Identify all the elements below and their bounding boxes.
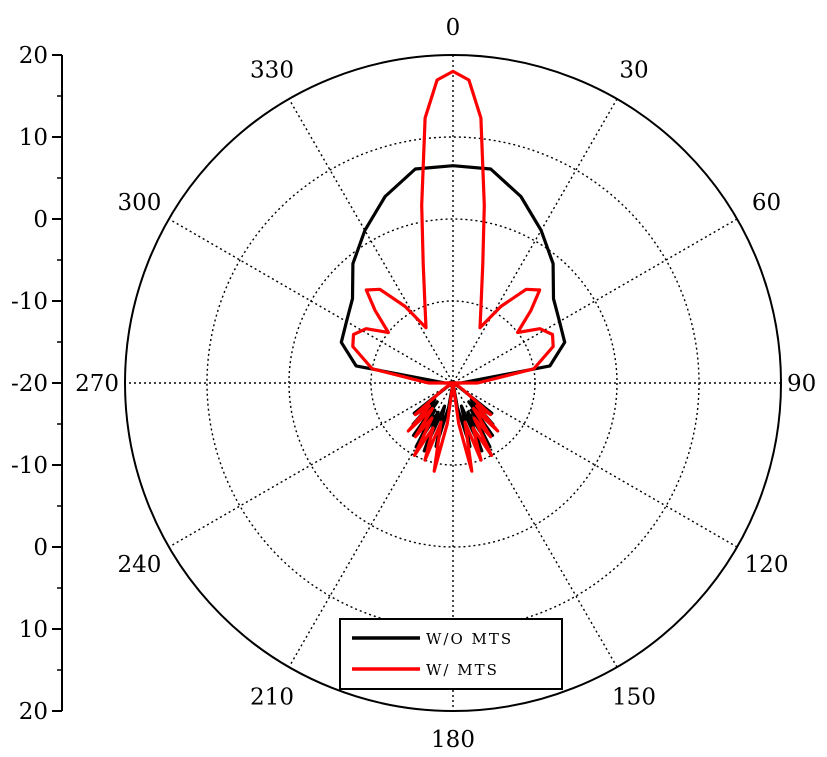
- grid-spoke-5: [288, 98, 618, 668]
- legend-box: [339, 618, 563, 690]
- grid-spoke-4: [168, 218, 738, 548]
- series-line-1: [351, 69, 555, 473]
- legend: W/O MTS W/ MTS: [339, 618, 563, 690]
- radial-tick-label: -10: [11, 453, 48, 479]
- radial-axis: 20 10 0 -10 -20 -10 0 10 20: [11, 43, 63, 725]
- radial-tick-label: 10: [19, 617, 48, 643]
- radial-tick-label: 0: [33, 207, 48, 233]
- angle-tick-labels: 0 30 60 90 120 150 180 210 240 270 300 330: [75, 15, 816, 753]
- angle-tick-label: 60: [752, 190, 781, 216]
- angle-tick-label: 30: [619, 57, 648, 83]
- legend-label-0: W/O MTS: [426, 630, 513, 648]
- series-layer: [339, 69, 567, 473]
- angle-tick-label: 240: [118, 552, 162, 578]
- radial-tick-label: 0: [33, 535, 48, 561]
- series-line-0: [339, 164, 567, 453]
- grid-spoke-2: [168, 218, 738, 548]
- angle-tick-label: 0: [446, 15, 461, 41]
- polar-grid: [124, 54, 782, 712]
- outer-circle: [124, 54, 782, 712]
- grid-spoke-1: [288, 98, 618, 668]
- radial-tick-label: -20: [11, 371, 48, 397]
- grid-ring-2: [288, 218, 618, 548]
- angle-tick-label: 90: [787, 371, 816, 397]
- radial-tick-label: 20: [19, 43, 48, 69]
- angle-tick-label: 270: [75, 371, 119, 397]
- angle-tick-label: 120: [745, 552, 789, 578]
- angle-tick-label: 300: [118, 190, 162, 216]
- radial-tick-label: -10: [11, 289, 48, 315]
- legend-label-1: W/ MTS: [426, 661, 499, 679]
- radial-tick-label: 20: [19, 699, 48, 725]
- radial-tick-label: 10: [19, 125, 48, 151]
- angle-tick-label: 330: [250, 57, 294, 83]
- angle-tick-label: 150: [612, 685, 656, 711]
- angle-tick-label: 210: [250, 685, 294, 711]
- angle-tick-label: 180: [431, 727, 475, 753]
